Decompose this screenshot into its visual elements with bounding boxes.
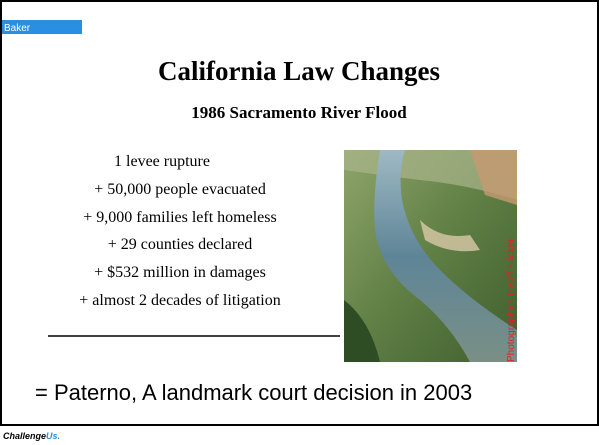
list-item: + almost 2 decades of litigation (79, 292, 280, 309)
subtitle: 1986 Sacramento River Flood (191, 103, 407, 122)
footer-logo: ChallengeUs. (3, 431, 60, 441)
conclusion: = Paterno, A landmark court decision in … (35, 380, 472, 405)
list-item: + 9,000 families left homeless (83, 209, 276, 226)
header-badge (2, 20, 82, 34)
photo-credit: Photographer: Geoff Fricker (506, 238, 517, 362)
list-item: + $532 million in damages (94, 264, 266, 281)
list-item: + 29 counties declared (108, 236, 253, 253)
header-label: Baker (4, 23, 31, 34)
logo-part: Us. (46, 431, 60, 441)
item-list: 1 levee rupture + 50,000 people evacuated… (79, 153, 280, 309)
title: California Law Changes (158, 56, 440, 86)
logo-part: Challenge (3, 431, 46, 441)
list-item: + 50,000 people evacuated (94, 181, 266, 198)
photo (344, 150, 517, 362)
list-item: 1 levee rupture (114, 153, 210, 170)
